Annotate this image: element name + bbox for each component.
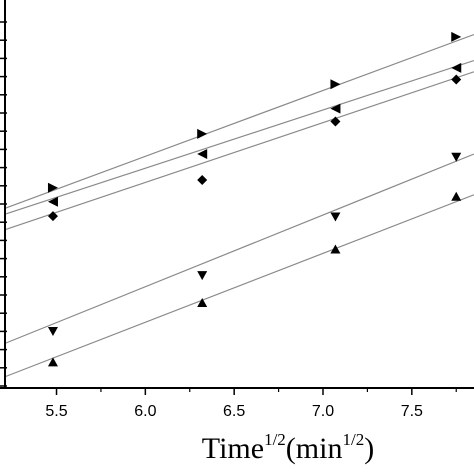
- marker-triangle-left: [47, 196, 58, 207]
- fit-line-triangle-right: [4, 33, 474, 209]
- x-tick-label: 6.5: [223, 403, 245, 420]
- x-axis-ticks: 5.5 6.0 6.5 7.0 7.5: [45, 388, 457, 420]
- x-axis-label: Time1/2(min1/2): [202, 430, 374, 465]
- x-axis-label-unit-sup: 1/2: [342, 430, 364, 449]
- marker-triangle-right: [47, 182, 58, 193]
- data-markers: [47, 31, 462, 367]
- marker-diamond: [451, 74, 462, 85]
- fit-line-diamond: [4, 71, 474, 231]
- marker-triangle-down: [197, 271, 208, 281]
- x-tick-label: 7.0: [312, 403, 334, 420]
- fit-line-triangle-down: [4, 153, 474, 344]
- marker-diamond: [197, 175, 208, 186]
- x-axis-label-unit-close: ): [364, 432, 374, 465]
- x-axis-label-sup: 1/2: [264, 430, 286, 449]
- marker-triangle-up: [197, 298, 208, 308]
- marker-triangle-right: [451, 31, 462, 42]
- x-tick-label: 7.5: [401, 403, 423, 420]
- x-tick-label: 5.5: [45, 403, 67, 420]
- fit-line-triangle-up: [4, 194, 474, 378]
- fit-line-triangle-left: [4, 59, 474, 215]
- marker-triangle-right: [330, 79, 341, 90]
- marker-triangle-left: [451, 62, 462, 73]
- marker-diamond: [330, 116, 341, 127]
- marker-triangle-up: [330, 244, 341, 254]
- x-axis-label-base: Time: [202, 432, 264, 465]
- marker-triangle-left: [330, 103, 341, 114]
- marker-triangle-left: [197, 149, 208, 160]
- marker-triangle-down: [47, 326, 58, 336]
- fit-lines: [4, 33, 474, 378]
- marker-triangle-down: [451, 152, 462, 162]
- axes: [0, 0, 474, 389]
- marker-diamond: [47, 211, 58, 222]
- marker-triangle-right: [197, 128, 208, 139]
- x-axis-label-unit-open: (min: [286, 432, 343, 465]
- marker-triangle-up: [47, 357, 58, 367]
- x-tick-label: 6.0: [134, 403, 156, 420]
- marker-triangle-down: [330, 212, 341, 222]
- marker-triangle-up: [451, 191, 462, 201]
